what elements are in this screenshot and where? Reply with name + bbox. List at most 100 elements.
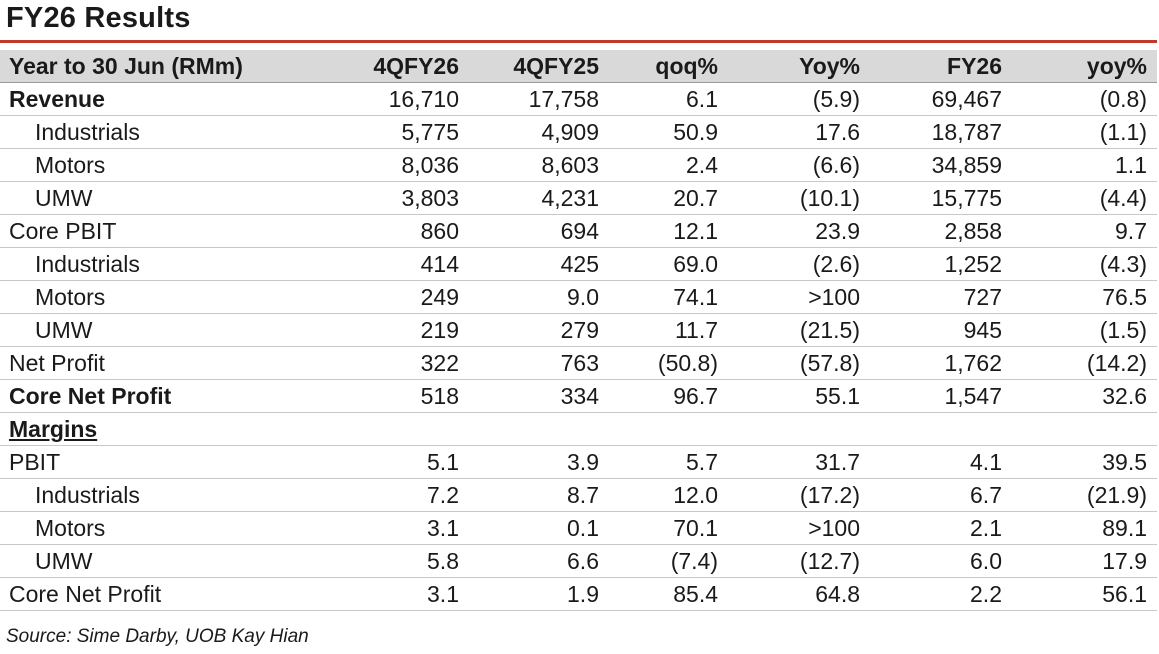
cell-value: 17,758 <box>469 82 609 116</box>
cell-value: 11.7 <box>609 313 728 347</box>
cell-value <box>728 412 870 446</box>
cell-value: 9.7 <box>1012 214 1157 248</box>
table-row: UMW 3,803 4,231 20.7 (10.1) 15,775 (4.4) <box>0 181 1157 215</box>
cell-value: (1.1) <box>1012 115 1157 149</box>
cell-value: 5.8 <box>330 544 469 578</box>
cell-value: 727 <box>870 280 1012 314</box>
table-row: Industrials 7.2 8.7 12.0 (17.2) 6.7 (21.9) <box>0 478 1157 512</box>
table-row: UMW 219 279 11.7 (21.5) 945 (1.5) <box>0 313 1157 347</box>
table-row: Industrials 414 425 69.0 (2.6) 1,252 (4.3) <box>0 247 1157 281</box>
table-row: Revenue 16,710 17,758 6.1 (5.9) 69,467 (0.8) <box>0 82 1157 116</box>
header-4qfy25: 4QFY25 <box>469 50 609 83</box>
row-label: Motors <box>0 280 330 314</box>
cell-value <box>609 412 728 446</box>
row-label: Revenue <box>0 82 330 116</box>
cell-value: 0.1 <box>469 511 609 545</box>
cell-value: (7.4) <box>609 544 728 578</box>
row-label: Motors <box>0 148 330 182</box>
table-row: Core Net Profit 518 334 96.7 55.1 1,547 32.6 <box>0 379 1157 413</box>
cell-value: 76.5 <box>1012 280 1157 314</box>
cell-value: (57.8) <box>728 346 870 380</box>
cell-value: 17.6 <box>728 115 870 149</box>
header-fy26: FY26 <box>870 50 1012 83</box>
row-label: UMW <box>0 544 330 578</box>
cell-value: 6.1 <box>609 82 728 116</box>
cell-value: 56.1 <box>1012 577 1157 611</box>
row-label: UMW <box>0 313 330 347</box>
cell-value: 55.1 <box>728 379 870 413</box>
row-label: Core Net Profit <box>0 379 330 413</box>
row-label: Industrials <box>0 247 330 281</box>
table-row: Net Profit 322 763 (50.8) (57.8) 1,762 (14.2) <box>0 346 1157 380</box>
cell-value: 2,858 <box>870 214 1012 248</box>
cell-value: 6.7 <box>870 478 1012 512</box>
table-row: Motors 249 9.0 74.1 >100 727 76.5 <box>0 280 1157 314</box>
cell-value: (17.2) <box>728 478 870 512</box>
cell-value <box>870 412 1012 446</box>
cell-value <box>330 412 469 446</box>
header-qoq: qoq% <box>609 50 728 83</box>
cell-value: 5.7 <box>609 445 728 479</box>
results-table-container: Year to 30 Jun (RMm) 4QFY26 4QFY25 qoq% … <box>0 50 1157 611</box>
cell-value: 2.4 <box>609 148 728 182</box>
cell-value: 3.9 <box>469 445 609 479</box>
cell-value: 34,859 <box>870 148 1012 182</box>
header-4qfy26: 4QFY26 <box>330 50 469 83</box>
table-body: Revenue 16,710 17,758 6.1 (5.9) 69,467 (0.8) In… <box>0 82 1157 611</box>
cell-value: 8.7 <box>469 478 609 512</box>
cell-value: 17.9 <box>1012 544 1157 578</box>
cell-value: 249 <box>330 280 469 314</box>
table-row: Industrials 5,775 4,909 50.9 17.6 18,787 (1.1) <box>0 115 1157 149</box>
cell-value: 69,467 <box>870 82 1012 116</box>
cell-value: >100 <box>728 511 870 545</box>
cell-value: (4.4) <box>1012 181 1157 215</box>
row-label: Industrials <box>0 115 330 149</box>
cell-value: 3.1 <box>330 577 469 611</box>
table-row: Margins <box>0 412 1157 446</box>
cell-value: 9.0 <box>469 280 609 314</box>
source-note: Source: Sime Darby, UOB Kay Hian <box>6 626 309 647</box>
cell-value: 414 <box>330 247 469 281</box>
cell-value: 23.9 <box>728 214 870 248</box>
cell-value: 4,909 <box>469 115 609 149</box>
cell-value: (21.9) <box>1012 478 1157 512</box>
cell-value: 74.1 <box>609 280 728 314</box>
cell-value: 7.2 <box>330 478 469 512</box>
cell-value <box>1012 412 1157 446</box>
cell-value: 16,710 <box>330 82 469 116</box>
cell-value: (5.9) <box>728 82 870 116</box>
cell-value: (6.6) <box>728 148 870 182</box>
cell-value: 518 <box>330 379 469 413</box>
cell-value: 334 <box>469 379 609 413</box>
header-period: Year to 30 Jun (RMm) <box>0 50 330 83</box>
cell-value: 1,762 <box>870 346 1012 380</box>
cell-value: 2.2 <box>870 577 1012 611</box>
cell-value: 1.9 <box>469 577 609 611</box>
cell-value: 15,775 <box>870 181 1012 215</box>
cell-value: 219 <box>330 313 469 347</box>
cell-value: (14.2) <box>1012 346 1157 380</box>
row-label: UMW <box>0 181 330 215</box>
cell-value: 4.1 <box>870 445 1012 479</box>
cell-value: 6.0 <box>870 544 1012 578</box>
table-row: UMW 5.8 6.6 (7.4) (12.7) 6.0 17.9 <box>0 544 1157 578</box>
cell-value: 96.7 <box>609 379 728 413</box>
cell-value: 5,775 <box>330 115 469 149</box>
cell-value: 8,036 <box>330 148 469 182</box>
cell-value: 3.1 <box>330 511 469 545</box>
row-label: Net Profit <box>0 346 330 380</box>
cell-value: (21.5) <box>728 313 870 347</box>
table-row: Core PBIT 860 694 12.1 23.9 2,858 9.7 <box>0 214 1157 248</box>
cell-value: 31.7 <box>728 445 870 479</box>
cell-value: 50.9 <box>609 115 728 149</box>
cell-value: 3,803 <box>330 181 469 215</box>
cell-value: >100 <box>728 280 870 314</box>
cell-value: 12.0 <box>609 478 728 512</box>
row-label: Industrials <box>0 478 330 512</box>
table-row: Motors 8,036 8,603 2.4 (6.6) 34,859 1.1 <box>0 148 1157 182</box>
row-label: Motors <box>0 511 330 545</box>
row-label: PBIT <box>0 445 330 479</box>
cell-value: 1.1 <box>1012 148 1157 182</box>
table-row: PBIT 5.1 3.9 5.7 31.7 4.1 39.5 <box>0 445 1157 479</box>
cell-value: 1,252 <box>870 247 1012 281</box>
